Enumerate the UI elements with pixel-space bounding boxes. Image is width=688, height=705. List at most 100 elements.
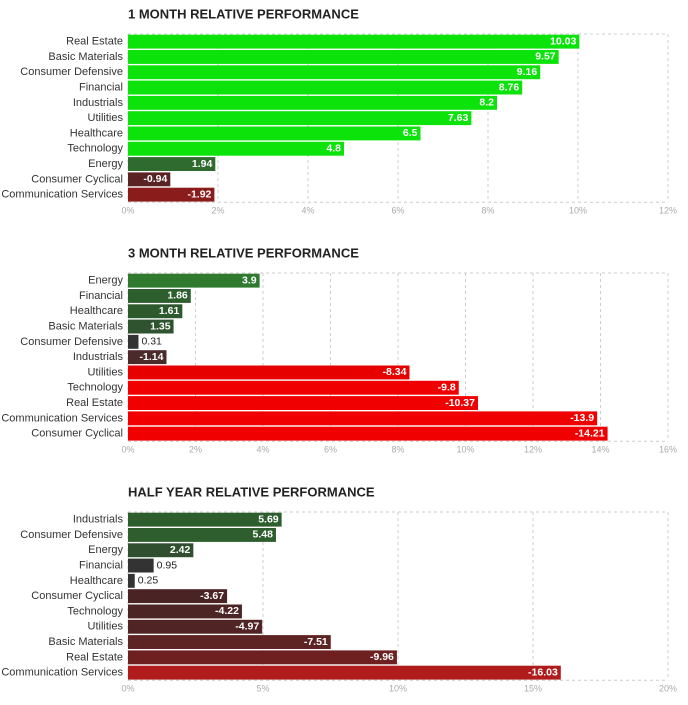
bar [128, 141, 344, 156]
x-tick-label: 14% [591, 445, 609, 455]
value-label: -4.97 [235, 621, 259, 633]
category-label: Basic Materials [48, 320, 123, 332]
bar [128, 650, 397, 665]
bar [128, 304, 183, 319]
x-tick-label: 4% [301, 206, 314, 216]
bar [128, 512, 282, 527]
value-label: -9.8 [438, 382, 456, 394]
bar [128, 95, 497, 110]
value-label: -10.37 [445, 397, 475, 409]
value-label: -14.21 [575, 427, 605, 439]
category-label: Consumer Cyclical [31, 590, 123, 602]
value-label: -16.03 [528, 666, 558, 678]
category-label: Consumer Defensive [20, 336, 123, 348]
value-label: 0.95 [157, 559, 178, 571]
chart-title: HALF YEAR RELATIVE PERFORMANCE [128, 484, 375, 499]
x-tick-label: 10% [389, 684, 407, 694]
value-label: -1.92 [187, 188, 211, 200]
bar [128, 635, 331, 649]
category-label: Technology [67, 143, 123, 155]
value-label: -1.14 [140, 351, 164, 363]
category-label: Consumer Defensive [20, 529, 123, 541]
bar [128, 604, 242, 619]
value-label: -0.94 [143, 173, 167, 185]
bar [128, 543, 194, 558]
x-tick-label: 12% [659, 206, 677, 216]
value-label: 2.42 [170, 544, 191, 556]
x-tick-label: 12% [524, 445, 542, 455]
x-tick-label: 5% [256, 684, 269, 694]
x-tick-label: 4% [256, 445, 269, 455]
category-label: Utilities [88, 366, 124, 378]
category-label: Basic Materials [48, 636, 123, 648]
value-label: 7.63 [448, 112, 469, 124]
category-label: Consumer Cyclical [31, 173, 123, 185]
value-label: 4.8 [326, 143, 341, 155]
value-label: -13.9 [570, 412, 594, 424]
category-label: Energy [88, 158, 123, 170]
value-label: 0.25 [138, 575, 159, 587]
bar [128, 573, 135, 588]
category-label: Energy [88, 544, 123, 556]
bar [128, 528, 276, 542]
bar [128, 619, 263, 634]
x-tick-label: 2% [211, 206, 224, 216]
value-label: 3.9 [242, 274, 257, 286]
bar [128, 34, 580, 49]
category-label: Financial [79, 559, 123, 571]
category-label: Consumer Cyclical [31, 428, 123, 440]
category-label: Real Estate [66, 651, 123, 663]
value-label: 8.2 [479, 97, 494, 109]
x-tick-label: 8% [391, 445, 404, 455]
bar [128, 273, 260, 288]
category-label: Communication Services [1, 412, 123, 424]
category-label: Industrials [73, 97, 124, 109]
value-label: 9.16 [517, 66, 538, 78]
value-label: 9.57 [535, 51, 556, 63]
category-label: Financial [79, 81, 123, 93]
category-label: Energy [88, 275, 123, 287]
bar [128, 396, 478, 410]
category-label: Basic Materials [48, 51, 123, 63]
bar [128, 157, 216, 171]
category-label: Utilities [88, 621, 124, 633]
category-label: Consumer Defensive [20, 66, 123, 78]
value-label: 1.86 [167, 290, 188, 302]
category-label: Healthcare [70, 127, 123, 139]
value-label: -7.51 [304, 636, 328, 648]
bar [128, 126, 421, 141]
value-label: -4.22 [215, 605, 239, 617]
bar [128, 80, 523, 95]
x-tick-label: 8% [481, 206, 494, 216]
category-label: Real Estate [66, 36, 123, 48]
bar [128, 65, 541, 80]
bar [128, 426, 608, 441]
value-label: 8.76 [499, 81, 520, 93]
category-label: Technology [67, 382, 123, 394]
category-label: Communication Services [1, 189, 123, 201]
value-label: -8.34 [383, 366, 407, 378]
value-label: 10.03 [550, 35, 576, 47]
category-label: Industrials [73, 351, 124, 363]
category-label: Healthcare [70, 305, 123, 317]
x-tick-label: 0% [121, 206, 134, 216]
bar [128, 350, 167, 365]
x-tick-label: 10% [569, 206, 587, 216]
bar [128, 172, 171, 187]
x-tick-label: 6% [324, 445, 337, 455]
category-label: Industrials [73, 514, 124, 526]
x-tick-label: 6% [391, 206, 404, 216]
value-label: 1.61 [159, 305, 180, 317]
bar [128, 111, 472, 126]
bar [128, 334, 139, 349]
bar [128, 50, 559, 64]
category-label: Technology [67, 605, 123, 617]
bar [128, 411, 598, 426]
category-label: Real Estate [66, 397, 123, 409]
x-tick-label: 0% [121, 684, 134, 694]
x-tick-label: 0% [121, 445, 134, 455]
x-tick-label: 16% [659, 445, 677, 455]
value-label: 1.35 [150, 320, 171, 332]
category-label: Healthcare [70, 575, 123, 587]
